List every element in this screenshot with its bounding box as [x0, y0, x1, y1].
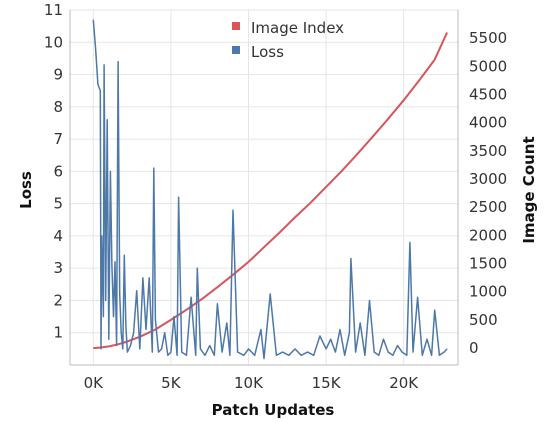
y-right-tick-label: 3000 [469, 170, 507, 188]
y-right-tick-label: 5500 [469, 29, 507, 47]
plot-area [92, 19, 449, 360]
axes: 0K 5K 10K 15K 20K 1 2 3 4 5 6 7 8 9 10 11 0 500 1000 1500 20… [44, 1, 507, 392]
y-left-tick-label: 1 [53, 324, 63, 342]
y-right-tick-label: 4500 [469, 86, 507, 104]
x-tick-label: 10K [234, 374, 264, 392]
y-left-tick-label: 11 [44, 1, 63, 19]
y-right-tick-label: 3500 [469, 142, 507, 160]
y-right-tick-label: 500 [469, 311, 498, 329]
grid [70, 9, 458, 365]
x-tick-label: 5K [161, 374, 182, 392]
y-left-tick-label: 2 [53, 291, 63, 309]
legend-swatch-image-index [232, 22, 240, 30]
y-left-tick-label: 3 [53, 259, 63, 277]
series-line-loss [92, 19, 448, 360]
y-left-tick-label: 4 [53, 227, 63, 245]
y-left-tick-label: 8 [53, 98, 63, 116]
y-left-tick-label: 9 [53, 66, 63, 84]
y-left-tick-label: 5 [53, 195, 63, 213]
legend-label-loss: Loss [251, 43, 284, 61]
y-left-tick-label: 10 [44, 33, 63, 51]
y-left-tick-label: 6 [53, 162, 63, 180]
y-right-tick-label: 0 [469, 339, 479, 357]
y-right-tick-label: 5000 [469, 57, 507, 75]
x-tick-label: 0K [84, 374, 105, 392]
y-right-tick-label: 1500 [469, 255, 507, 273]
y-right-tick-label: 2000 [469, 226, 507, 244]
legend: Image Index Loss [232, 19, 344, 61]
x-tick-label: 15K [312, 374, 342, 392]
y-axis-title-left: Loss [17, 171, 35, 209]
y-right-tick-label: 4000 [469, 114, 507, 132]
y-axis-title-right: Image Count [520, 136, 538, 243]
y-right-tick-label: 2500 [469, 198, 507, 216]
y-left-tick-label: 7 [53, 130, 63, 148]
x-axis-title: Patch Updates [212, 401, 335, 419]
x-tick-label: 20K [389, 374, 419, 392]
legend-swatch-loss [232, 46, 240, 54]
legend-label-image-index: Image Index [251, 19, 344, 37]
y-right-tick-label: 1000 [469, 283, 507, 301]
